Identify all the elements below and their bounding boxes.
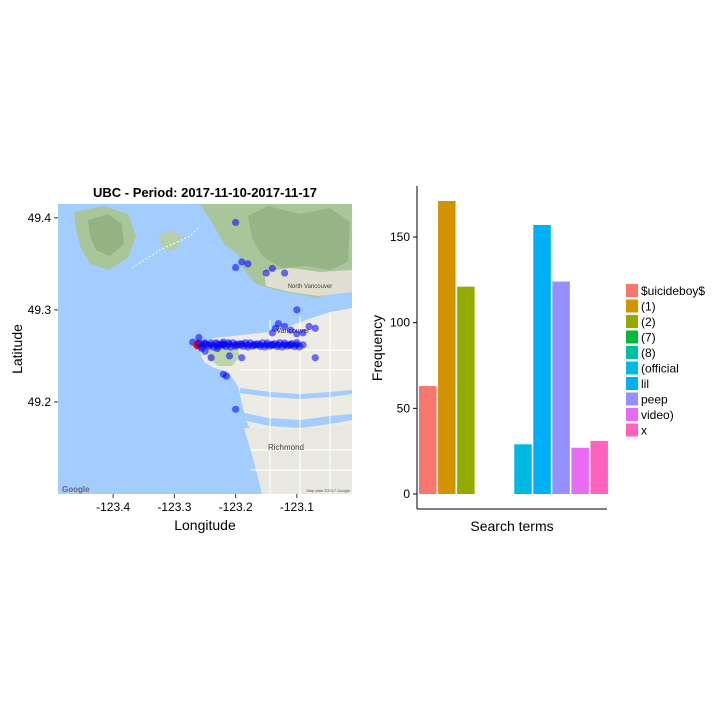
map-panel: UBC - Period: 2017-11-10-2017-11-17: [9, 185, 352, 533]
data-point: [263, 269, 270, 276]
legend-label: peep: [641, 393, 668, 407]
bar-7: [552, 282, 570, 494]
legend-label: (8): [641, 346, 656, 360]
track-point: [295, 343, 303, 351]
legend-label: (7): [641, 331, 656, 345]
bar-y-axis-title: Frequency: [369, 315, 385, 381]
data-point: [226, 352, 233, 359]
map-y-tick-label: 49.2: [28, 395, 52, 409]
legend-label: (2): [641, 315, 656, 329]
map-x-axis-title: Longitude: [174, 517, 236, 533]
bars: [419, 201, 608, 494]
richmond-land: [244, 424, 352, 494]
bar-5: [514, 444, 532, 494]
data-point: [223, 373, 230, 380]
map-y-axis-title: Latitude: [9, 324, 25, 374]
map-y-tick-label: 49.3: [28, 303, 52, 317]
data-point: [275, 320, 282, 327]
map-attribution: Map data ©2017 Google: [306, 488, 350, 493]
legend-swatch: [626, 300, 638, 313]
data-point: [312, 354, 319, 361]
legend-swatch: [626, 393, 638, 406]
bar-1: [438, 201, 456, 494]
data-point: [287, 327, 294, 334]
legend-swatch: [626, 424, 638, 437]
data-point: [312, 325, 319, 332]
data-point: [232, 406, 239, 413]
map-label-north-vancouver: North Vancouver: [288, 284, 333, 290]
data-point: [244, 260, 251, 267]
legend-swatch: [626, 362, 638, 375]
map-x-tick-label: -123.1: [280, 500, 314, 514]
legend-label: x: [641, 424, 647, 438]
bar-panel: 0 50 100 150 Search terms Frequency $uicide…: [369, 186, 705, 534]
map-title: UBC - Period: 2017-11-10-2017-11-17: [93, 185, 317, 200]
data-point: [238, 354, 245, 361]
bar-6: [533, 225, 551, 494]
map-x-tick-label: -123.4: [96, 500, 130, 514]
map-x-tick-label: -123.3: [157, 500, 191, 514]
legend-swatch: [626, 408, 638, 421]
data-point: [299, 329, 306, 336]
legend-swatch: [626, 377, 638, 390]
data-point: [306, 323, 313, 330]
legend-swatch: [626, 346, 638, 359]
data-point: [238, 258, 245, 265]
bar-axes: 0 50 100 150: [390, 230, 417, 501]
data-point: [281, 269, 288, 276]
data-point: [293, 306, 300, 313]
bar-0: [419, 386, 437, 494]
legend-label: lil: [641, 377, 649, 391]
legend-label: (1): [641, 300, 656, 314]
map-label-richmond: Richmond: [268, 443, 304, 452]
map-x-tick-label: -123.2: [219, 500, 253, 514]
data-point: [232, 264, 239, 271]
data-point: [232, 219, 239, 226]
bar-y-tick-label: 50: [397, 401, 411, 415]
bar-9: [590, 441, 608, 494]
map-logo-google: Google: [62, 485, 90, 494]
legend-swatch: [626, 331, 638, 344]
legend-label: $uicideboy$: [641, 284, 705, 298]
legend-swatch: [626, 315, 638, 328]
data-point: [269, 265, 276, 272]
data-point: [208, 354, 215, 361]
bar-y-tick-label: 100: [390, 316, 410, 330]
legend-label: video): [641, 408, 674, 422]
bar-x-axis-title: Search terms: [470, 518, 553, 534]
legend-swatch: [626, 284, 638, 297]
data-point: [293, 330, 300, 337]
legend-label: (official: [641, 362, 679, 376]
bar-y-tick-label: 0: [403, 487, 410, 501]
bar-y-tick-label: 150: [390, 230, 410, 244]
bar-8: [571, 448, 589, 494]
data-point: [281, 323, 288, 330]
bar-2: [457, 287, 475, 494]
map-y-tick-label: 49.4: [28, 211, 52, 225]
